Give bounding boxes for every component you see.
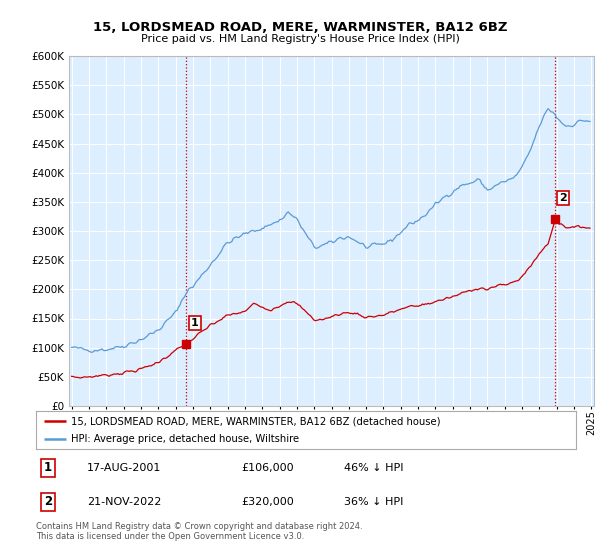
Text: £106,000: £106,000 xyxy=(241,463,294,473)
Text: 2: 2 xyxy=(44,496,52,508)
Text: £320,000: £320,000 xyxy=(241,497,294,507)
Text: 2: 2 xyxy=(559,193,567,203)
Text: 46% ↓ HPI: 46% ↓ HPI xyxy=(344,463,403,473)
Text: Price paid vs. HM Land Registry's House Price Index (HPI): Price paid vs. HM Land Registry's House … xyxy=(140,34,460,44)
Text: 36% ↓ HPI: 36% ↓ HPI xyxy=(344,497,403,507)
Text: 15, LORDSMEAD ROAD, MERE, WARMINSTER, BA12 6BZ (detached house): 15, LORDSMEAD ROAD, MERE, WARMINSTER, BA… xyxy=(71,416,440,426)
Text: 1: 1 xyxy=(191,318,199,328)
Text: 15, LORDSMEAD ROAD, MERE, WARMINSTER, BA12 6BZ: 15, LORDSMEAD ROAD, MERE, WARMINSTER, BA… xyxy=(93,21,507,34)
Text: HPI: Average price, detached house, Wiltshire: HPI: Average price, detached house, Wilt… xyxy=(71,434,299,444)
Text: 17-AUG-2001: 17-AUG-2001 xyxy=(88,463,161,473)
Text: 1: 1 xyxy=(44,461,52,474)
Text: 21-NOV-2022: 21-NOV-2022 xyxy=(88,497,161,507)
Text: Contains HM Land Registry data © Crown copyright and database right 2024.
This d: Contains HM Land Registry data © Crown c… xyxy=(36,522,362,542)
